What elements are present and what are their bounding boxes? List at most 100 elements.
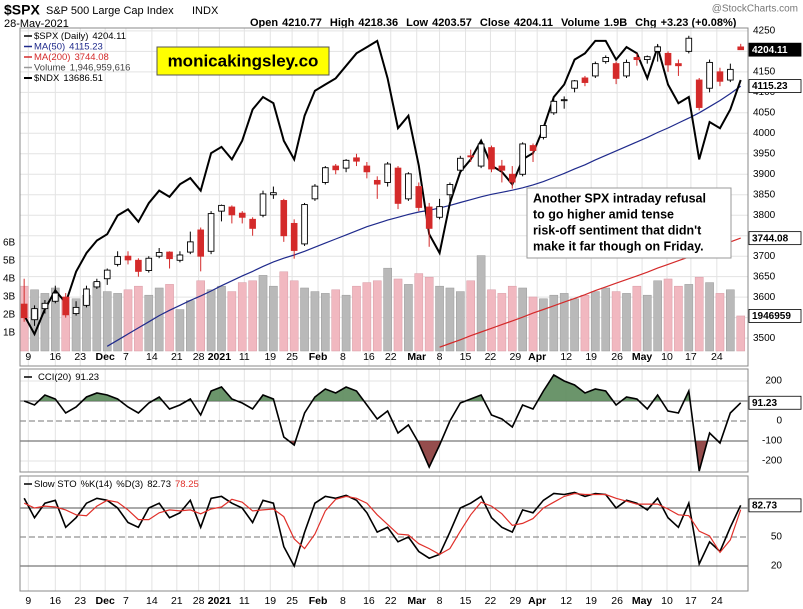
y-tick-label: -200 xyxy=(762,456,782,467)
volume-tick-label: 3B xyxy=(3,292,16,303)
legend-value: 1,946,959,616 xyxy=(70,62,131,73)
legend-value: 82.73 xyxy=(147,479,171,490)
candle-body xyxy=(664,52,672,66)
x-tick-label: 25 xyxy=(286,595,298,607)
volume-bar xyxy=(466,280,476,352)
candle-body xyxy=(270,192,277,196)
x-tick-label: 17 xyxy=(685,595,697,607)
candle-body xyxy=(342,159,350,169)
watermark: monicakingsley.co xyxy=(168,51,319,70)
volume-bar xyxy=(476,255,486,352)
volume-bar xyxy=(435,285,444,352)
y-tick-label: 4250 xyxy=(753,26,776,37)
candle-body xyxy=(675,63,682,67)
legend-name: CCI(20) xyxy=(38,372,71,383)
candle-body xyxy=(467,155,475,158)
candle-body xyxy=(550,100,558,114)
legend-name: $NDX xyxy=(34,73,60,84)
volume-bar xyxy=(528,296,538,352)
y-tick-label: 20 xyxy=(771,561,783,572)
x-tick-label: 17 xyxy=(685,351,697,363)
volume-bar xyxy=(414,273,424,352)
candle-body xyxy=(394,167,402,204)
x-tick-label: Feb xyxy=(309,351,328,363)
date: 28-May-2021 xyxy=(4,18,69,30)
source: @StockCharts.com xyxy=(712,4,798,15)
candle-body xyxy=(363,165,371,173)
legend-value: 4204.11 xyxy=(92,31,126,42)
x-tick-label: 8 xyxy=(437,595,443,607)
candle-body xyxy=(41,302,49,310)
symbol: $SPX xyxy=(4,2,40,18)
y-tick-label: 200 xyxy=(765,376,782,387)
candle-body xyxy=(176,254,184,261)
level-fill xyxy=(24,375,741,401)
x-tick-label: 12 xyxy=(560,351,572,363)
volume-tick-label: 1B xyxy=(3,328,16,339)
volume-bar xyxy=(362,282,372,352)
annotation-line: Another SPX intraday refusal xyxy=(533,191,706,205)
ma50-tag: 4115.23 xyxy=(752,81,788,92)
x-tick-label: 2021 xyxy=(208,595,232,607)
x-tick-label: 23 xyxy=(74,595,86,607)
candle-body xyxy=(145,257,153,271)
candle-body xyxy=(384,163,391,183)
legend-name: $SPX (Daily) xyxy=(34,31,88,42)
x-tick-label: 19 xyxy=(585,351,597,363)
x-tick-label: 10 xyxy=(661,595,673,607)
index-name: S&P 500 Large Cap Index xyxy=(46,5,174,17)
candle-body xyxy=(83,288,90,306)
volume-bar xyxy=(736,315,746,352)
volume-bar xyxy=(726,289,735,352)
y-tick-label: 0 xyxy=(776,416,782,427)
volume-bar xyxy=(705,282,714,352)
volume-bar xyxy=(570,298,579,352)
candle-body xyxy=(207,213,215,252)
candle-body xyxy=(695,79,703,108)
legend-entry: $SPX (Daily) 4204.11 xyxy=(34,31,126,42)
legend-entry: Volume 1,946,959,616 xyxy=(34,62,130,73)
volume-bar xyxy=(289,280,299,352)
x-tick-label: 16 xyxy=(49,595,61,607)
candle-body xyxy=(488,147,495,170)
y-tick-label: 3600 xyxy=(753,292,776,303)
x-tick-label: 26 xyxy=(611,595,623,607)
candle-body xyxy=(425,206,433,229)
legend-value: 78.25 xyxy=(175,479,199,490)
legend-entry: MA(200) 3744.08 xyxy=(34,52,109,63)
candle-body xyxy=(508,173,516,183)
volume-bar xyxy=(321,293,330,352)
volume-tick-label: 2B xyxy=(3,310,16,321)
candle-body xyxy=(612,63,620,79)
legend-name: MA(200) xyxy=(34,52,70,63)
volume-bar xyxy=(310,291,320,352)
candle-body xyxy=(643,56,651,60)
y-tick-label: 4150 xyxy=(753,66,776,77)
value-tag: 91.23 xyxy=(752,398,777,409)
candle-body xyxy=(124,255,132,261)
x-tick-label: 15 xyxy=(460,595,472,607)
y-tick-label: 3700 xyxy=(753,251,776,262)
x-tick-label: 26 xyxy=(611,351,623,363)
candle-body xyxy=(685,37,693,52)
ma200-tag-box xyxy=(748,231,802,246)
x-tick-label: 10 xyxy=(661,351,673,363)
candle-body xyxy=(519,143,526,175)
volume-bar xyxy=(331,289,341,352)
candle-body xyxy=(72,306,80,315)
volume-bar xyxy=(642,294,652,352)
volume-bar xyxy=(92,282,102,352)
x-tick-label: 22 xyxy=(385,595,397,607)
volume-bar xyxy=(663,278,673,352)
x-tick-label: 21 xyxy=(171,595,183,607)
candle-body xyxy=(592,63,599,77)
x-tick-label: 7 xyxy=(123,351,129,363)
x-tick-label: 25 xyxy=(286,351,298,363)
x-tick-label: Mar xyxy=(407,351,426,363)
volume-bar xyxy=(591,291,600,352)
candle-body xyxy=(311,185,319,200)
candle-body xyxy=(633,57,641,60)
annotation-line: make it far though on Friday. xyxy=(533,239,704,253)
quote-label: Low xyxy=(406,17,428,29)
x-tick-label: 24 xyxy=(711,351,723,363)
